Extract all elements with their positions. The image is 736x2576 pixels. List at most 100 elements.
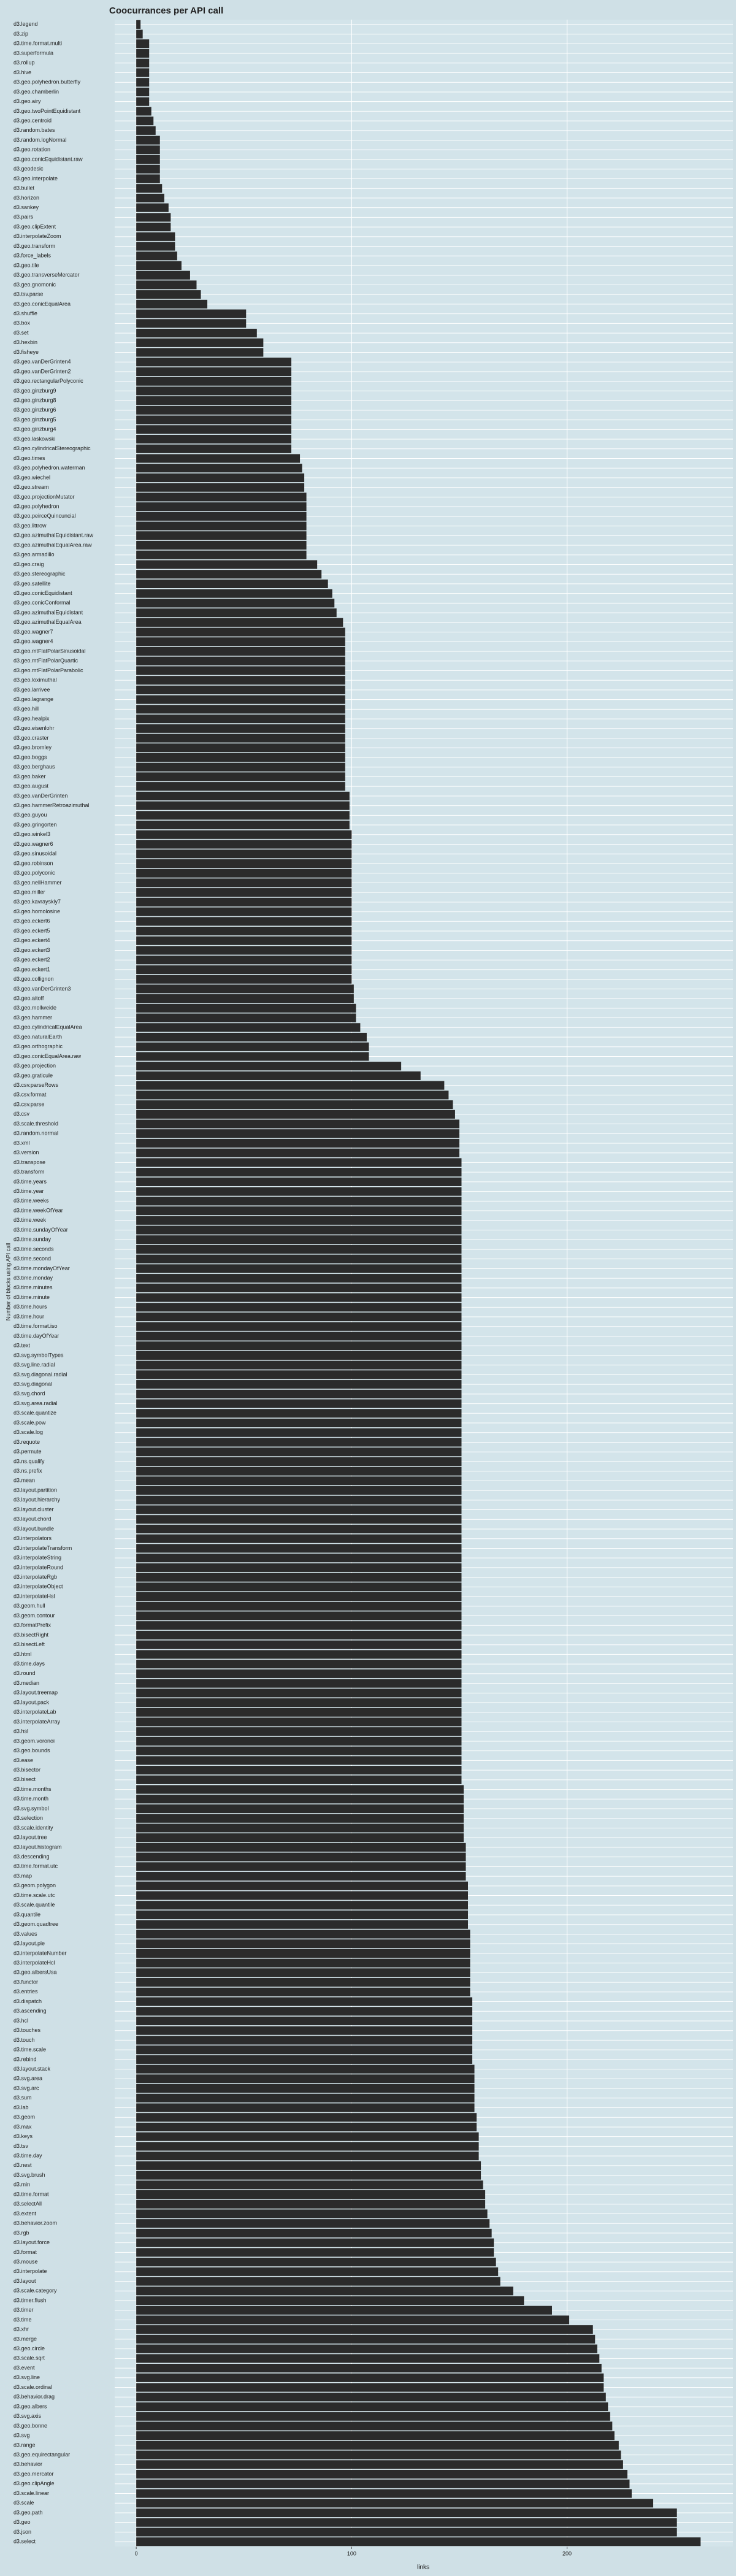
- bar: [136, 1197, 462, 1206]
- y-tick-label: d3.geom.quadtree: [13, 1921, 58, 1927]
- bar: [136, 1235, 462, 1244]
- bar: [136, 2393, 606, 2402]
- y-tick-label: d3.median: [13, 1680, 39, 1686]
- y-tick-label: d3.geo.azimuthalEquidistant: [13, 609, 83, 615]
- y-tick-label: d3.scale.sqrt: [13, 2355, 45, 2361]
- y-tick-label: d3.geo.path: [13, 2509, 43, 2515]
- bar: [136, 2142, 479, 2151]
- bar: [136, 715, 345, 724]
- bar: [136, 1052, 369, 1061]
- y-tick-label: d3.geo.transverseMercator: [13, 272, 80, 278]
- bar: [136, 1091, 449, 1100]
- bar: [136, 1978, 470, 1987]
- bar: [136, 1476, 462, 1485]
- bar: [136, 1930, 470, 1939]
- y-tick-label: d3.time.format: [13, 2191, 49, 2197]
- y-axis-label: Number of blocks using API call: [5, 1243, 11, 1321]
- y-tick-label: d3.time.scale.utc: [13, 1892, 55, 1898]
- y-tick-label: d3.svg.area: [13, 2076, 42, 2082]
- y-tick-label: d3.behavior: [13, 2461, 42, 2467]
- bar: [136, 627, 345, 637]
- bar: [136, 145, 160, 155]
- y-tick-label: d3.geo.clipAngle: [13, 2480, 55, 2486]
- bar: [136, 2373, 604, 2382]
- bar: [136, 338, 264, 347]
- bar: [136, 1438, 462, 1447]
- bar: [136, 1322, 462, 1331]
- bar: [136, 1254, 462, 1263]
- y-tick-label: d3.geo.collignon: [13, 976, 54, 982]
- bar: [136, 1544, 462, 1553]
- bar: [136, 2190, 486, 2199]
- bar: [136, 2209, 488, 2218]
- y-tick-label: d3.mouse: [13, 2258, 38, 2264]
- bar: [136, 984, 354, 994]
- bar: [136, 2132, 479, 2141]
- y-tick-label: d3.random.normal: [13, 1130, 58, 1137]
- y-tick-label: d3.dispatch: [13, 1998, 42, 2004]
- bar: [136, 1003, 356, 1013]
- y-tick-label: d3.interpolateTransform: [13, 1545, 72, 1551]
- y-tick-label: d3.layout.stack: [13, 2066, 51, 2072]
- bar: [136, 1563, 462, 1572]
- y-tick-label: d3.time.minutes: [13, 1284, 53, 1290]
- bar: [136, 107, 151, 116]
- bar: [136, 68, 150, 77]
- bar: [136, 1872, 466, 1881]
- bar: [136, 2093, 475, 2103]
- y-tick-label: d3.geom.voronoi: [13, 1738, 55, 1744]
- bar: [136, 1187, 462, 1196]
- y-tick-label: d3.geo.stereographic: [13, 571, 66, 577]
- y-tick-label: d3.time.weekOfYear: [13, 1207, 63, 1213]
- bar: [136, 117, 154, 126]
- bar: [136, 1274, 462, 1283]
- bar: [136, 1582, 462, 1592]
- y-tick-label: d3.geo.azimuthalEqualArea.raw: [13, 542, 92, 548]
- y-tick-label: d3.timer: [13, 2307, 34, 2313]
- y-tick-label: d3.layout.partition: [13, 1487, 57, 1493]
- bar: [136, 2518, 677, 2527]
- y-tick-label: d3.geo.cylindricalEqualArea: [13, 1024, 82, 1030]
- bar: [136, 1727, 462, 1736]
- bar: [136, 1100, 453, 1110]
- y-tick-label: d3.time.format.multi: [13, 40, 62, 47]
- bar: [136, 2325, 593, 2334]
- y-tick-label: d3.lab: [13, 2104, 29, 2110]
- y-tick-label: d3.interpolateRound: [13, 1564, 63, 1570]
- bar: [136, 78, 150, 87]
- y-tick-label: d3.time.days: [13, 1661, 45, 1667]
- x-axis-label: links: [417, 2564, 429, 2571]
- bar: [136, 2354, 600, 2363]
- bar: [136, 646, 345, 656]
- bar: [136, 1071, 421, 1080]
- y-tick-label: d3.interpolateObject: [13, 1584, 63, 1590]
- bar: [136, 1495, 462, 1505]
- bar: [136, 2440, 619, 2450]
- bar: [136, 1795, 464, 1804]
- y-tick-label: d3.bullet: [13, 185, 35, 191]
- bar: [136, 956, 352, 965]
- y-tick-label: d3.time.weeks: [13, 1198, 49, 1204]
- bar: [136, 454, 301, 463]
- y-tick-label: d3.geo.laskowski: [13, 435, 56, 442]
- y-tick-label: d3.csv: [13, 1111, 30, 1117]
- bar: [136, 434, 291, 444]
- bar: [136, 1303, 462, 1312]
- bar: [136, 97, 150, 106]
- y-tick-label: d3.geo.eckert1: [13, 966, 50, 972]
- y-tick-label: d3.csv.format: [13, 1092, 47, 1098]
- y-tick-label: d3.geo.vanDerGrinten4: [13, 359, 71, 365]
- bar: [136, 2412, 610, 2421]
- y-tick-label: d3.geo.projectionMutator: [13, 494, 75, 500]
- y-tick-label: d3.geo.eckert2: [13, 957, 50, 963]
- bar: [136, 1409, 462, 1418]
- bar: [136, 1148, 459, 1157]
- bar: [136, 1447, 462, 1457]
- y-tick-label: d3.geo.conicEqualArea.raw: [13, 1053, 82, 1059]
- bar: [136, 87, 150, 97]
- bar: [136, 1534, 462, 1543]
- bar: [136, 743, 345, 753]
- bar: [136, 1312, 462, 1322]
- y-tick-label: d3.bisector: [13, 1766, 40, 1773]
- bar: [136, 579, 328, 588]
